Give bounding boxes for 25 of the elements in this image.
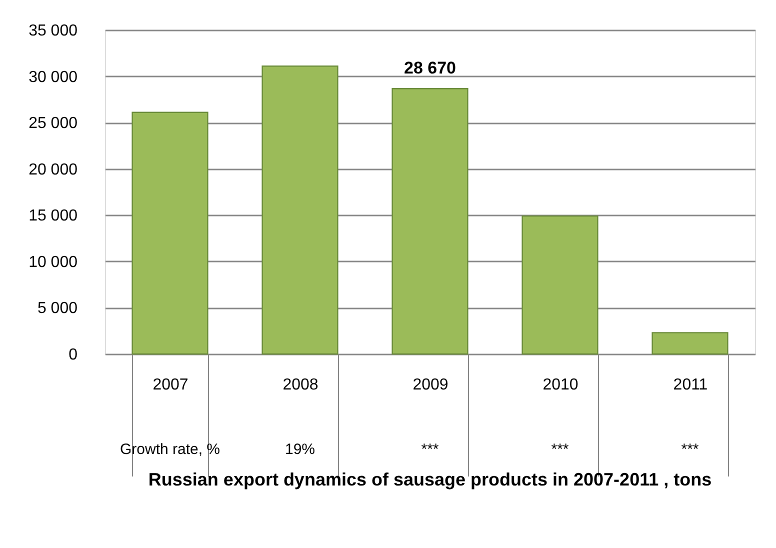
text: 19% <box>284 441 316 458</box>
y-tick-label: 35 000 <box>28 22 78 40</box>
bar <box>392 88 468 355</box>
bar <box>652 332 728 355</box>
x-tick-label: 2007 <box>152 376 188 394</box>
x-tick-label: 2010 <box>542 376 578 394</box>
data-label: 28 670 <box>404 58 456 78</box>
text: Russian export dynamics of sausage products in 2007-2011 , tons <box>148 470 712 490</box>
text: *** <box>551 441 569 458</box>
y-tick-label: 15 000 <box>28 208 78 225</box>
y-tick-label: 0 <box>68 346 78 364</box>
y-tick-label: 10 000 <box>28 254 78 271</box>
y-tick-label: 25 000 <box>28 115 78 132</box>
y-tick-label: 30 000 <box>28 68 78 86</box>
bar <box>262 66 338 355</box>
y-tick-label: 5 000 <box>37 300 78 318</box>
x-tick-label: 2011 <box>673 376 708 394</box>
bar <box>132 112 208 355</box>
text: *** <box>421 441 439 458</box>
text: *** <box>681 441 699 458</box>
text: Growth rate, % <box>120 441 220 458</box>
x-tick-label: 2009 <box>412 376 448 394</box>
x-tick-label: 2008 <box>282 376 318 394</box>
bar <box>522 215 598 355</box>
y-tick-label: 20 000 <box>28 161 78 178</box>
